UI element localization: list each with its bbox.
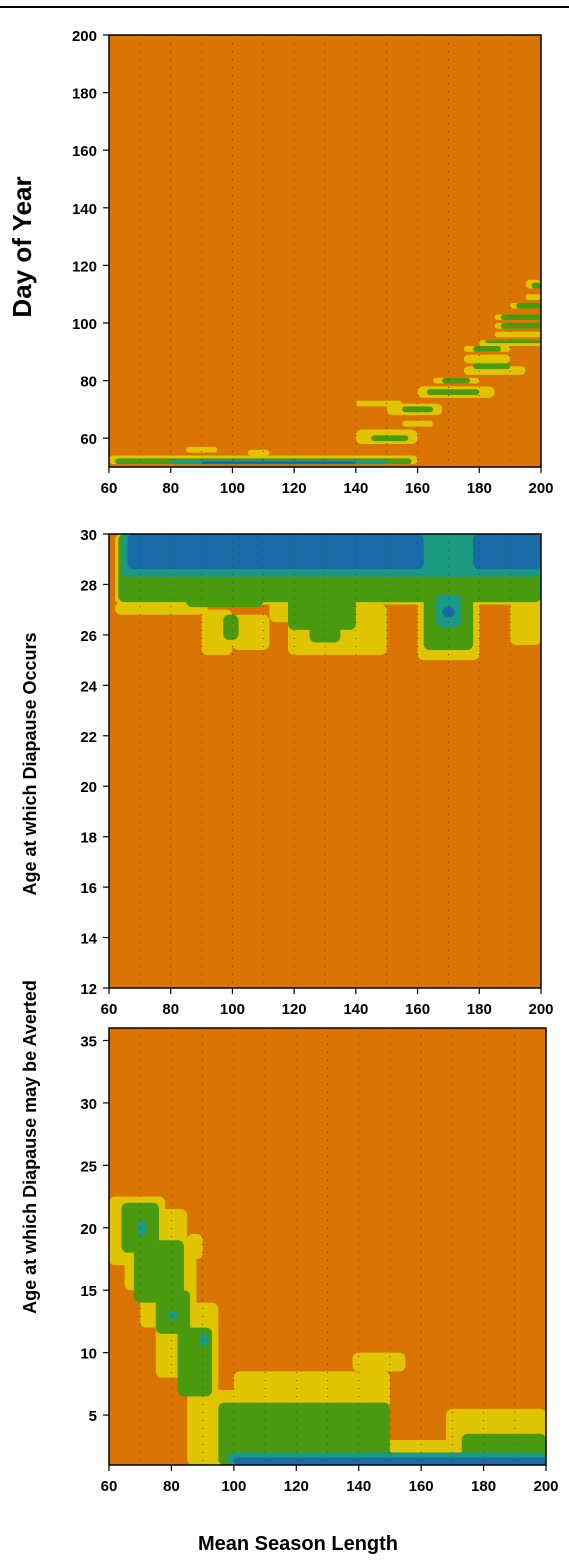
contour-green-2: [402, 406, 433, 413]
contour-green-6: [473, 346, 501, 352]
contour-blue-2: [442, 607, 455, 618]
y-tick-label: 10: [80, 1346, 97, 1363]
panel-age-diapause-averted: 60 80 100 120 140 160 180 200 5 10 15 20 25 30 35: [80, 1027, 559, 1495]
contour-green-9: [500, 314, 541, 321]
x-tick-label: 160: [409, 1478, 434, 1495]
y-tick-label: 30: [80, 1096, 97, 1113]
x-tick-label: 160: [405, 480, 430, 497]
contour-blue-1: [473, 534, 541, 570]
panel-day-of-year: 60 80 100 120 140 160 180 200 60 80 100 120 140 160 18…: [72, 28, 554, 497]
y-tick-label: 26: [80, 628, 97, 645]
contour-teal-1: [168, 1310, 178, 1321]
plot-frame: [108, 34, 542, 468]
contour-green-1: [186, 594, 264, 608]
y-tick-label: 180: [72, 86, 97, 103]
y-tick-label: 15: [80, 1283, 97, 1300]
contour-green-3: [287, 589, 356, 630]
contour-green-5: [473, 363, 511, 370]
contour-blue-0: [233, 1457, 546, 1465]
x-tick-label: 140: [343, 480, 368, 497]
contour-green-1: [133, 1240, 184, 1303]
x-tick-label: 200: [533, 1478, 558, 1495]
x-tick-label: 200: [528, 1001, 553, 1018]
x-tick-label: 100: [221, 1478, 246, 1495]
y-tick-label: 35: [80, 1033, 97, 1050]
x-axis-label: Mean Season Length: [198, 1533, 398, 1555]
y-tick-label: 16: [80, 880, 97, 897]
y-tick-label: 28: [80, 577, 97, 594]
y-tick-label: 20: [80, 1221, 97, 1238]
contour-blue-0: [201, 461, 356, 465]
x-tick-label: 180: [467, 480, 492, 497]
contour-teal-2: [199, 1333, 209, 1347]
contour-yellow-3: [232, 614, 270, 651]
contour-green-1: [371, 435, 409, 442]
y-tick-label: 24: [80, 678, 97, 695]
contour-yellow-2: [247, 449, 270, 456]
contour-yellow-5: [402, 420, 433, 427]
contour-green-2: [223, 614, 239, 640]
contour-yellow-10: [463, 354, 511, 364]
contour-green-4: [309, 624, 341, 643]
contour-green-5: [365, 586, 412, 603]
y-tick-label: 100: [72, 316, 97, 333]
plot-frame: [108, 1027, 547, 1466]
x-tick-label: 60: [101, 480, 118, 497]
x-tick-label: 80: [163, 1478, 180, 1495]
panel-0-ylabel: Day of Year: [7, 176, 37, 317]
y-tick-label: 25: [80, 1158, 97, 1175]
y-tick-label: 5: [89, 1408, 97, 1425]
x-tick-label: 80: [162, 480, 179, 497]
contour-green-5: [233, 1408, 322, 1441]
x-tick-label: 120: [284, 1478, 309, 1495]
y-tick-label: 120: [72, 258, 97, 275]
x-tick-label: 160: [405, 1001, 430, 1018]
plot-frame: [108, 533, 542, 989]
contour-green-10: [516, 302, 541, 309]
x-tick-label: 60: [101, 1478, 118, 1495]
x-tick-label: 180: [471, 1478, 496, 1495]
y-tick-label: 200: [72, 28, 97, 45]
y-tick-label: 80: [80, 374, 97, 391]
x-tick-label: 140: [346, 1478, 371, 1495]
panel-1-ylabel: Age at which Diapause Occurs: [20, 632, 40, 895]
x-tick-label: 140: [343, 1001, 368, 1018]
y-tick-label: 20: [80, 779, 97, 796]
y-tick-label: 160: [72, 143, 97, 160]
contour-teal-2: [426, 534, 471, 575]
contour-green-7: [485, 340, 541, 344]
x-tick-label: 60: [101, 1001, 118, 1018]
y-tick-label: 60: [80, 431, 97, 448]
contour-yellow-1: [186, 446, 217, 453]
contour-yellow-13: [494, 331, 541, 338]
x-tick-label: 80: [162, 1001, 179, 1018]
y-tick-label: 14: [80, 931, 97, 948]
x-tick-label: 120: [282, 480, 307, 497]
panel-2-ylabel: Age at which Diapause may be Averted: [20, 980, 40, 1314]
contour-yellow-10: [187, 1234, 203, 1259]
x-tick-label: 120: [282, 1001, 307, 1018]
y-tick-label: 140: [72, 201, 97, 218]
y-tick-label: 12: [80, 981, 97, 998]
contour-green-3: [426, 389, 480, 395]
contour-yellow-7: [510, 594, 541, 645]
contour-green-11: [531, 282, 541, 289]
contour-yellow-8: [352, 1352, 406, 1372]
x-tick-label: 180: [467, 1001, 492, 1018]
contour-green-8: [500, 323, 541, 329]
contour-yellow-17: [525, 294, 541, 300]
panel-age-diapause-occurs: 60 80 100 120 140 160 180 200 12 14 16 18 20 22 24 26 28…: [80, 527, 553, 1018]
contour-teal-0: [137, 1220, 147, 1237]
x-tick-label: 100: [220, 480, 245, 497]
x-tick-label: 100: [220, 1001, 245, 1018]
y-tick-label: 30: [80, 527, 97, 544]
y-tick-label: 22: [80, 729, 97, 746]
contour-green-4: [442, 377, 471, 384]
y-tick-label: 18: [80, 830, 97, 847]
x-tick-label: 200: [528, 480, 553, 497]
contour-blue-0: [127, 534, 424, 570]
contour-yellow-1: [115, 602, 208, 615]
